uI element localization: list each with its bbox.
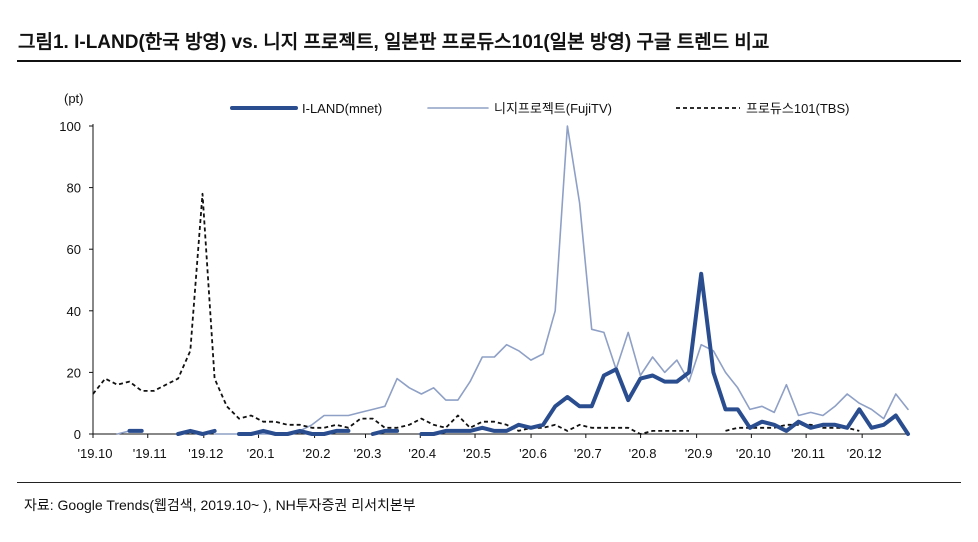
y-tick-label: 20 [67,365,81,380]
source-divider [17,482,961,483]
x-tick-label: '20.7 [574,446,602,461]
legend-label-0: I-LAND(mnet) [302,101,382,116]
trend-line-chart: 0 20 40 60 80 100 '19.10 '19.11 '19.12 '20.1 '20.2… [59,91,910,461]
title-underline [17,60,961,62]
x-tick-label: '19.11 [133,446,167,461]
x-tick-label: '19.12 [188,446,223,461]
x-tick-label: '20.5 [463,446,491,461]
x-tick-label: '20.4 [408,446,436,461]
x-tick-label: '20.10 [736,446,771,461]
legend-label-1: 니지프로젝트(FujiTV) [494,101,612,116]
y-tick-label: 0 [74,427,81,442]
y-tick-label: 80 [67,181,81,196]
x-tick-label: '20.9 [685,446,713,461]
chart-legend: I-LAND(mnet) 니지프로젝트(FujiTV) 프로듀스101(TBS) [230,101,849,116]
x-tick-label: '20.1 [247,446,275,461]
x-tick-label: '20.8 [629,446,657,461]
chart-series [92,125,910,436]
source-note: 자료: Google Trends(웹검색, 2019.10~ ), NH투자증… [24,497,416,513]
y-tick-label: 40 [67,304,81,319]
x-tick-label: '20.3 [354,446,382,461]
chart-axes: 0 20 40 60 80 100 '19.10 '19.11 '19.12 '20.1 '20.2… [59,119,910,461]
x-tick-label: '19.10 [77,446,112,461]
y-tick-label: 60 [67,242,81,257]
series-line-1 [116,125,909,435]
x-tick-label: '20.12 [847,446,882,461]
chart-title: 그림1. I-LAND(한국 방영) vs. 니지 프로젝트, 일본판 프로듀스… [18,32,770,53]
x-tick-label: '20.6 [519,446,547,461]
series-line-0 [127,271,910,436]
x-tick-label: '20.2 [303,446,331,461]
y-tick-label: 100 [59,119,81,134]
y-axis-unit-label: (pt) [64,91,84,106]
x-tick-label: '20.11 [791,446,825,461]
legend-label-2: 프로듀스101(TBS) [746,101,849,116]
